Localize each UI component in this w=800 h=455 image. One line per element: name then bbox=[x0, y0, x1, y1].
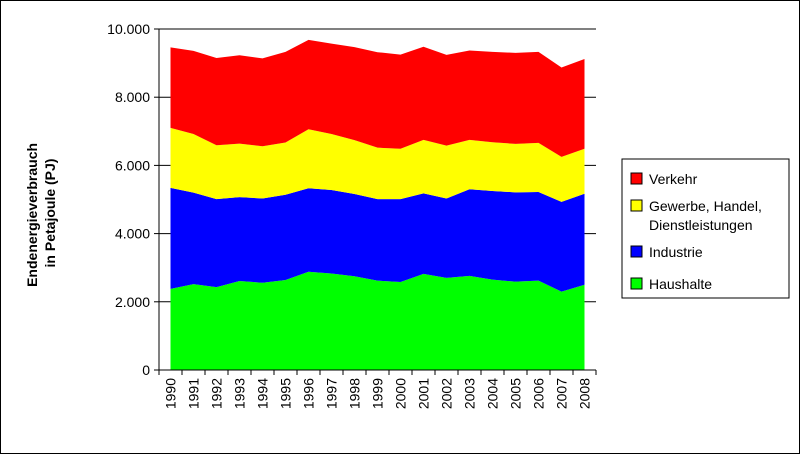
y-axis-label-line-1: Endenergieverbrauch bbox=[24, 143, 40, 287]
legend-label: Industrie bbox=[649, 244, 703, 260]
y-tick-label: 0 bbox=[142, 362, 150, 378]
y-tick-labels: 0 2.000 4.000 6.000 8.000 10.000 bbox=[107, 21, 150, 378]
x-tick-label: 1994 bbox=[255, 378, 271, 409]
x-tick-label: 1993 bbox=[232, 378, 248, 409]
y-tick-label: 10.000 bbox=[107, 21, 150, 37]
legend-label: Verkehr bbox=[649, 171, 698, 187]
area-haushalte bbox=[170, 271, 585, 370]
y-tick-label: 8.000 bbox=[115, 89, 150, 105]
x-tick-label: 1991 bbox=[186, 378, 202, 409]
x-tick-label: 1996 bbox=[301, 378, 317, 409]
x-tick-label: 2000 bbox=[393, 378, 409, 409]
x-tick-label: 2002 bbox=[439, 378, 455, 409]
y-tick-label: 2.000 bbox=[115, 294, 150, 310]
area-verkehr bbox=[170, 39, 585, 157]
x-tick-label: 2004 bbox=[485, 378, 501, 409]
x-tick-label: 1992 bbox=[209, 378, 225, 409]
x-tick-label: 2003 bbox=[462, 378, 478, 409]
legend: Verkehr Gewerbe, Handel, Dienstleistungen I… bbox=[621, 158, 790, 299]
legend-label: Gewerbe, Handel, bbox=[649, 198, 762, 214]
x-tick-label: 1990 bbox=[163, 378, 179, 409]
area-industrie bbox=[170, 187, 585, 292]
legend-label: Dienstleistungen bbox=[649, 217, 753, 233]
x-tick-label: 1997 bbox=[324, 378, 340, 409]
x-tick-label: 2007 bbox=[554, 378, 570, 409]
axes bbox=[154, 28, 597, 375]
legend-swatch bbox=[630, 245, 643, 258]
x-tick-label: 2005 bbox=[508, 378, 524, 409]
area-gewerbe-handel-dienstleistungen bbox=[170, 127, 585, 202]
x-tick-label: 2008 bbox=[577, 378, 593, 409]
x-tick-label: 1998 bbox=[347, 378, 363, 409]
x-tick-label: 2006 bbox=[531, 378, 547, 409]
legend-swatch bbox=[630, 172, 643, 185]
legend-swatch bbox=[630, 199, 643, 212]
legend-label: Haushalte bbox=[649, 276, 712, 292]
x-tick-label: 1999 bbox=[370, 378, 386, 409]
y-axis-label-line-2: in Petajoule (PJ) bbox=[42, 159, 58, 268]
legend-swatch bbox=[630, 277, 643, 290]
x-tick-label: 1995 bbox=[278, 378, 294, 409]
y-tick-label: 4.000 bbox=[115, 226, 150, 242]
x-tick-label: 2001 bbox=[416, 378, 432, 409]
y-tick-label: 6.000 bbox=[115, 157, 150, 173]
legend-box bbox=[621, 158, 790, 299]
area-series bbox=[170, 39, 585, 370]
x-tick-labels: 1990 1991 1992 1993 1994 1995 1996 1997 1998 1999… bbox=[163, 378, 593, 409]
y-axis-label: Endenergieverbrauch in Petajoule (PJ) bbox=[24, 139, 58, 287]
